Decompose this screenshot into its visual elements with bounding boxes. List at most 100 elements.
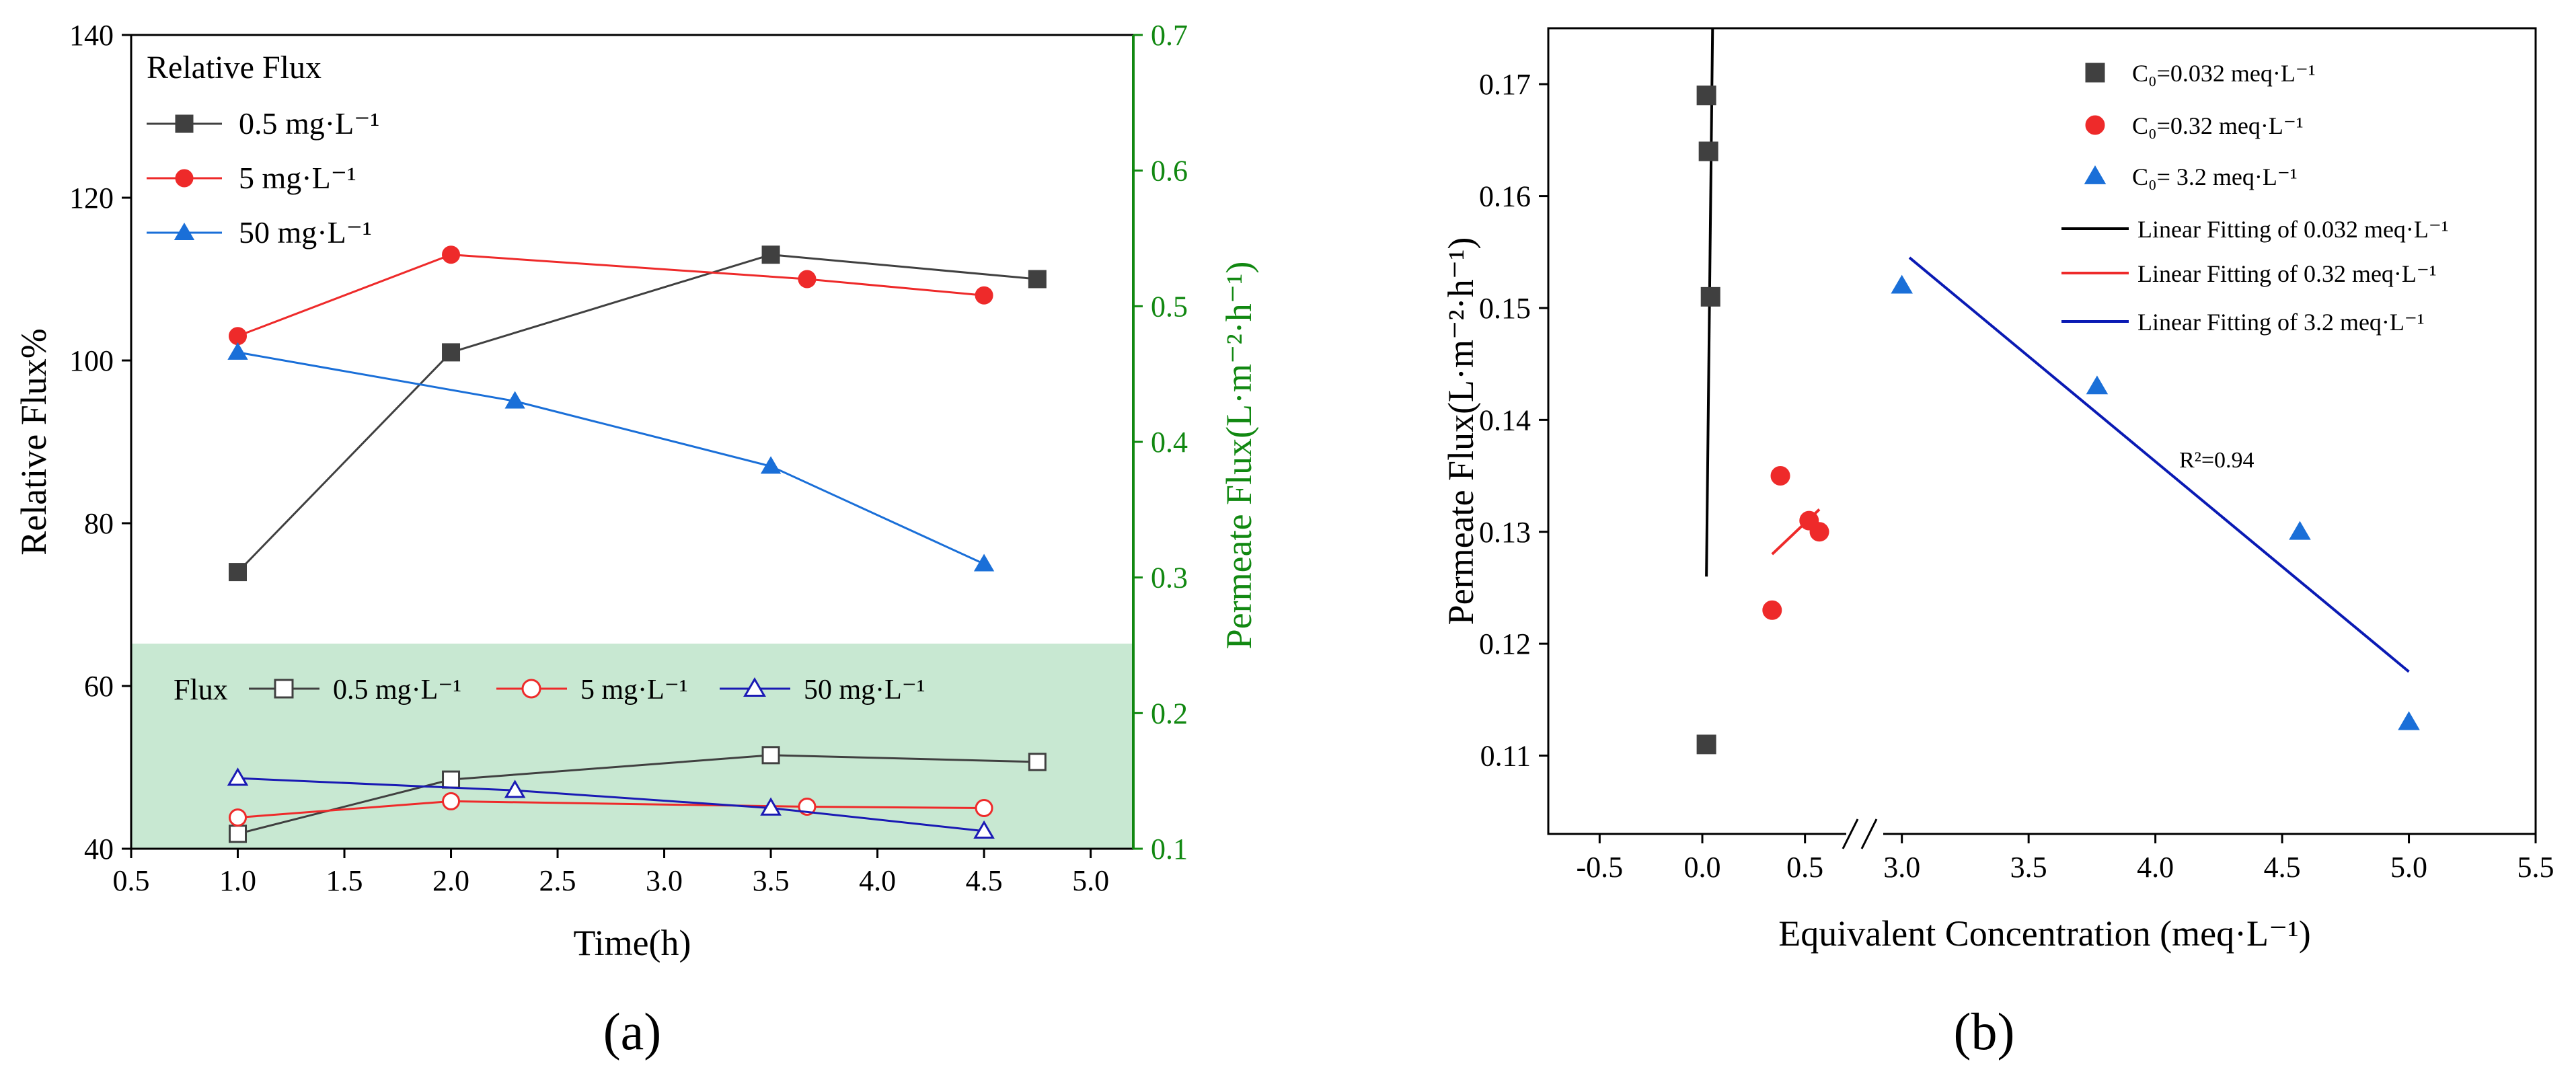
y-tick-label-a: 140 [69,19,114,52]
y2-tick-label-a: 0.1 [1151,833,1188,866]
fit-line-2 [1908,256,2410,673]
series-line-3 [237,754,1038,835]
legend-marker [175,114,194,133]
y2-tick-label-a: 0.7 [1151,19,1188,52]
data-point [760,797,782,816]
axis-break-mark [1842,818,1859,849]
legend-label: C₀=0.032 meq·L⁻¹ [2132,60,2316,87]
legend-label: Linear Fitting of 3.2 meq·L⁻¹ [2137,309,2425,336]
x-tick-label-b: 5.0 [2390,851,2427,884]
y2-axis-label-a: Permeate Flux(L·m⁻²·h⁻¹) [1219,262,1259,650]
data-point [227,342,248,360]
scatter-point [1762,600,1782,620]
data-point [504,779,526,798]
data-point [229,825,248,843]
x-tick-label-b: 5.5 [2517,851,2554,884]
legend-label: 50 mg·L⁻¹ [804,675,925,705]
scatter-point [1770,466,1790,486]
data-point [442,343,461,362]
x-tick-label-a: 2.5 [539,864,576,897]
data-point [975,799,993,817]
x-tick-label-b: 4.0 [2137,851,2174,884]
y-tick-label-b: 0.17 [1479,68,1531,101]
x-tick-label-a: 3.5 [753,864,790,897]
scatter-point [1696,85,1716,106]
scatter-point [2398,711,2420,730]
y-tick-label-b: 0.13 [1479,516,1531,549]
scatter-point [2086,375,2109,395]
y2-tick-label-a: 0.3 [1151,562,1188,595]
scatter-point [1809,522,1829,542]
scatter-point [1696,734,1716,755]
series-line-5 [237,777,985,833]
data-point [442,770,461,789]
panel-label-a: (a) [603,1002,662,1061]
plot-frame-b [1547,27,2537,835]
legend-label: Linear Fitting of 0.032 meq·L⁻¹ [2137,216,2449,243]
data-point [229,327,248,346]
y-tick-label-a: 80 [84,507,114,540]
data-point [798,270,817,289]
legend-label: 5 mg·L⁻¹ [239,161,356,195]
y-tick-label-a: 100 [69,344,114,377]
x-tick-label-a: 5.0 [1072,864,1109,897]
x-axis-label-b: Equivalent Concentration (meq·L⁻¹) [1778,913,2310,954]
data-point [973,820,995,839]
data-point [504,391,525,409]
x-tick-label-a: 1.5 [326,864,363,897]
legend-label: Linear Fitting of 0.32 meq·L⁻¹ [2137,260,2437,287]
x-tick-label-a: 4.0 [859,864,896,897]
data-point [1028,753,1047,771]
legend-marker [2085,115,2105,135]
series-line-0 [237,254,1038,573]
data-point [973,553,995,572]
data-point [761,245,780,264]
legend-label: 5 mg·L⁻¹ [580,675,688,705]
legend-marker [174,222,195,241]
axis-break-mark [1860,818,1878,849]
scatter-point [2289,521,2311,540]
r-squared-annotation: R²=0.94 [2179,448,2255,473]
y2-tick-label-a: 0.2 [1151,697,1188,730]
x-tick-label-b: 0.0 [1684,851,1721,884]
scatter-point [1698,141,1718,161]
x-tick-label-b: 4.5 [2264,851,2301,884]
data-point [760,456,782,474]
x-tick-label-b: -0.5 [1577,851,1624,884]
legend-label: 0.5 mg·L⁻¹ [239,106,379,141]
x-tick-label-a: 4.5 [966,864,1003,897]
scatter-point [1700,286,1720,307]
legend-label: C₀=0.32 meq·L⁻¹ [2132,112,2304,139]
y2-tick-label-a: 0.4 [1151,426,1188,459]
y2-tick-label-a: 0.6 [1151,155,1188,188]
y-axis-label-a: Relative Flux% [13,328,54,555]
legend-relative-title: Relative Flux [147,50,321,85]
y-tick-label-b: 0.15 [1479,292,1531,325]
data-point [761,746,780,765]
legend-marker [274,679,294,699]
y-tick-label-a: 120 [69,182,114,215]
x-tick-label-a: 2.0 [432,864,469,897]
data-point [442,792,461,810]
data-point [229,808,248,827]
flux-shaded-region [131,644,1133,849]
x-tick-label-a: 1.0 [219,864,256,897]
series-line-4 [237,800,985,819]
x-tick-label-b: 3.0 [1883,851,1920,884]
y-tick-label-a: 40 [84,833,114,866]
legend-marker [521,679,541,699]
y-tick-label-a: 60 [84,670,114,703]
scatter-point [1891,274,1913,294]
chart-b: -0.5 0.0 0.5 3.0 3.5 4.0 4.5 5.0 5.5 0.11 0.12 0.13… [1441,27,2554,1061]
y-tick-label-b: 0.16 [1479,180,1531,213]
x-tick-label-a: 3.0 [646,864,683,897]
x-tick-label-a: 0.5 [113,864,150,897]
y2-tick-label-a: 0.5 [1151,290,1188,323]
series-line-1 [237,254,985,338]
data-point [975,286,993,305]
series-line-2 [237,351,985,565]
chart-a: 0.5 1.0 1.5 2.0 2.5 3.0 3.5 4.0 4.5 5.0 40 60 80 100 1… [13,19,1259,1061]
legend-label: C₀= 3.2 meq·L⁻¹ [2132,163,2298,190]
legend-label: 0.5 mg·L⁻¹ [333,675,461,705]
